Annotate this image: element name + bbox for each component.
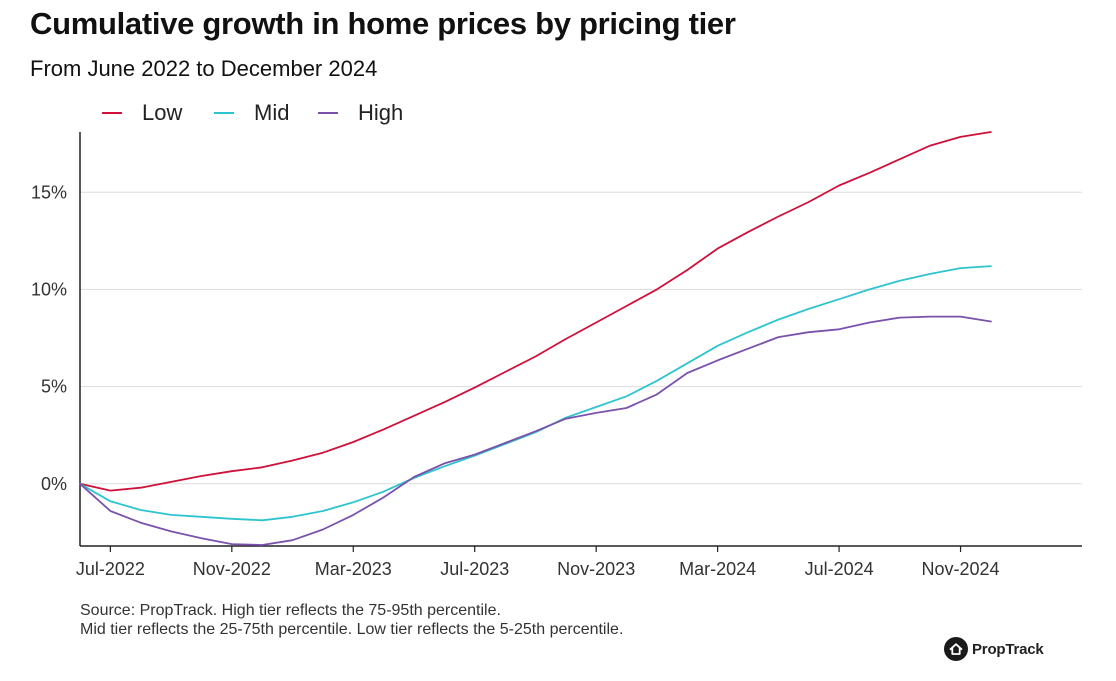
y-tick-label: 10%: [31, 279, 67, 299]
line-chart: 0% 5% 10% 15% Jul-2022 Nov-2022 Mar-2023 Jul-20…: [31, 100, 1082, 579]
legend-label-high: High: [358, 100, 403, 125]
x-tick-label: Jul-2024: [805, 559, 874, 579]
chart-title: Cumulative growth in home prices by pric…: [30, 6, 736, 41]
series-line-mid: [79, 265, 992, 522]
y-tick-label: 5%: [41, 377, 67, 397]
source-line-1: Source: PropTrack. High tier reflects th…: [80, 602, 501, 619]
source-line-2: Mid tier reflects the 25-75th percentile…: [80, 621, 624, 638]
series-line-high: [79, 315, 992, 546]
x-tick-label: Jul-2023: [440, 559, 509, 579]
x-tick-label: Nov-2022: [193, 559, 271, 579]
y-tick-label: 0%: [41, 474, 67, 494]
x-tick-label: Mar-2024: [679, 559, 756, 579]
series-line-low: [79, 131, 992, 492]
source-note: Source: PropTrack. High tier reflects th…: [80, 601, 623, 639]
x-tick-label: Nov-2024: [922, 559, 1000, 579]
brand-name: PropTrack: [972, 640, 1044, 658]
chart-subtitle: From June 2022 to December 2024: [30, 56, 378, 81]
brand-logo: PropTrack: [944, 636, 1044, 662]
house-icon: [944, 637, 968, 661]
x-tick-label: Jul-2022: [76, 559, 145, 579]
x-tick-label: Mar-2023: [315, 559, 392, 579]
legend-label-low: Low: [142, 100, 182, 125]
x-tick-label: Nov-2023: [557, 559, 635, 579]
legend-label-mid: Mid: [254, 100, 289, 125]
y-tick-label: 15%: [31, 182, 67, 202]
